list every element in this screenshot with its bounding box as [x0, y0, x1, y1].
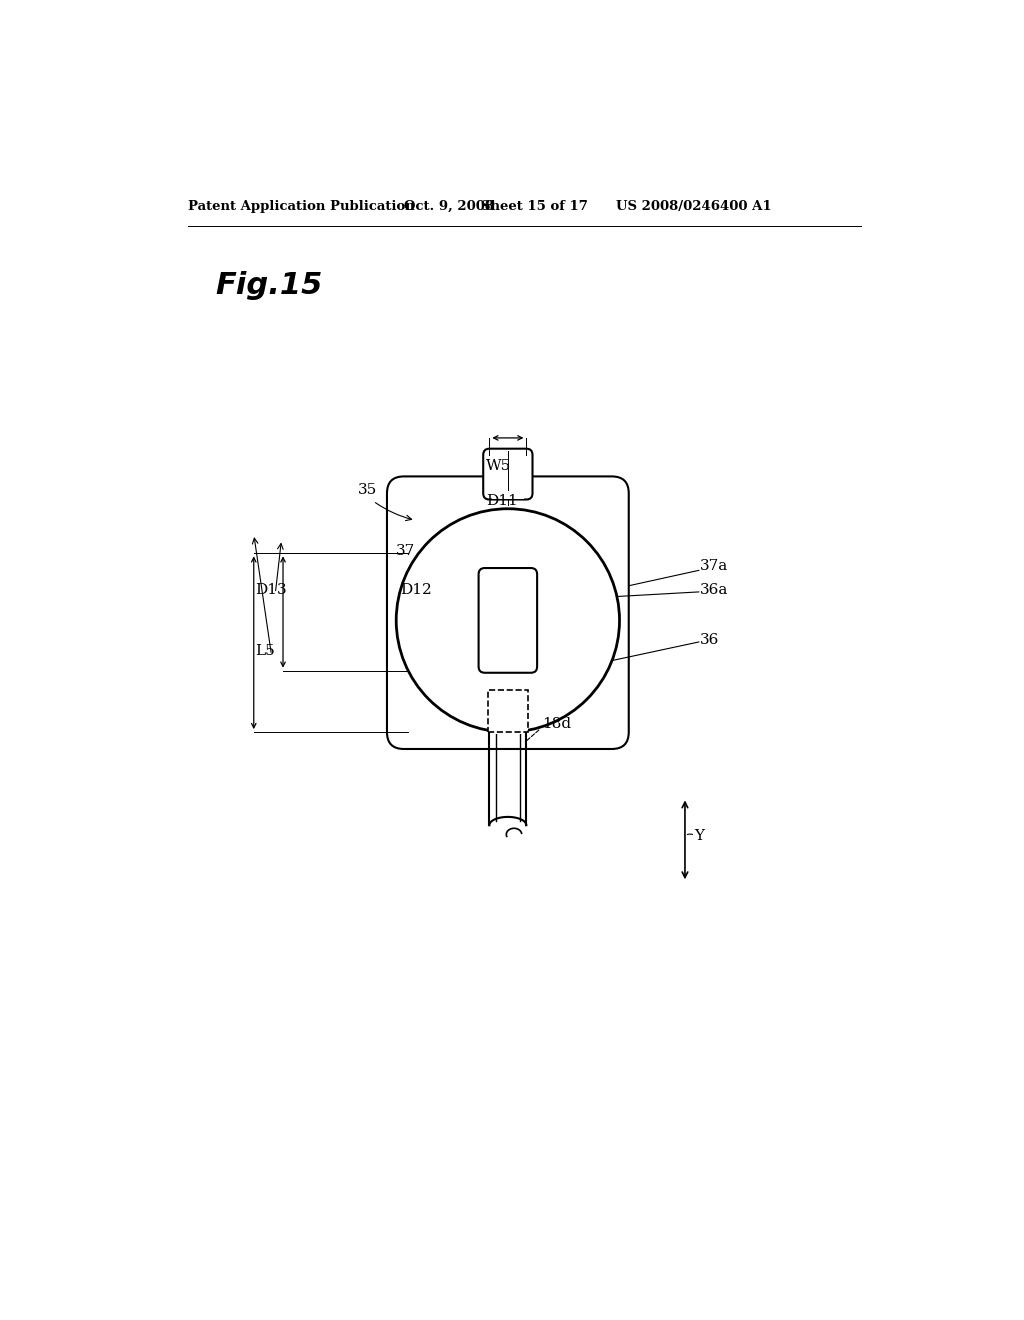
Text: Sheet 15 of 17: Sheet 15 of 17	[481, 199, 588, 213]
Text: 35: 35	[357, 483, 377, 496]
Circle shape	[396, 508, 620, 733]
Text: W5: W5	[486, 459, 512, 474]
Text: Patent Application Publication: Patent Application Publication	[188, 199, 415, 213]
FancyBboxPatch shape	[387, 477, 629, 748]
Text: Fig.15: Fig.15	[215, 271, 323, 300]
Bar	[490, 727, 525, 734]
Text: 36a: 36a	[700, 582, 729, 597]
Text: L5: L5	[255, 644, 275, 659]
Text: US 2008/0246400 A1: US 2008/0246400 A1	[615, 199, 771, 213]
Text: Y: Y	[694, 829, 705, 843]
Text: D13: D13	[255, 582, 287, 597]
Text: 37a: 37a	[700, 560, 729, 573]
Text: D11: D11	[486, 494, 518, 508]
Bar	[487, 689, 528, 733]
Bar	[492, 491, 524, 499]
Text: Oct. 9, 2008: Oct. 9, 2008	[403, 199, 494, 213]
FancyBboxPatch shape	[478, 568, 538, 673]
Text: 37: 37	[396, 544, 416, 558]
Text: 36: 36	[700, 632, 720, 647]
FancyBboxPatch shape	[483, 449, 532, 499]
Text: 18d: 18d	[543, 717, 571, 731]
Text: D12: D12	[400, 582, 432, 597]
